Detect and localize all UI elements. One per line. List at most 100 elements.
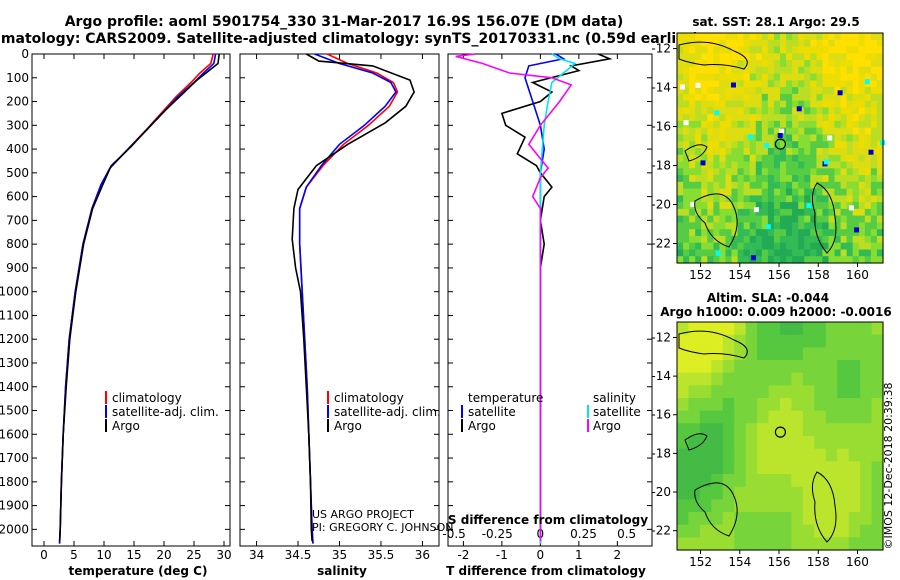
heatmap-cell: [737, 229, 745, 237]
heatmap-cell: [688, 436, 701, 450]
heatmap-cell: [695, 222, 702, 230]
heatmap-cell: [846, 73, 854, 81]
heatmap-cell: [701, 222, 708, 230]
heatmap-cell: [695, 53, 702, 61]
heatmap-cell: [828, 168, 836, 176]
heatmap-cell: [713, 141, 721, 149]
heatmap-cell: [780, 222, 787, 230]
heatmap-cell: [767, 87, 775, 95]
heatmap-cell: [725, 141, 733, 149]
heatmap-cell: [719, 154, 727, 163]
heatmap-cell: [858, 73, 866, 81]
heatmap-cell: [755, 195, 763, 203]
heatmap-cell: [731, 33, 739, 41]
heatmap-cell: [791, 436, 804, 450]
heatmap-cell: [701, 256, 708, 264]
heatmap-cell: [846, 53, 854, 61]
heatmap-cell: [792, 161, 799, 169]
heatmap-cell: [858, 249, 866, 257]
heatmap-cell: [737, 100, 745, 108]
heatmap-cell: [683, 87, 690, 95]
heatmap-cell: [699, 360, 712, 374]
heatmap-cell: [798, 33, 805, 41]
heatmap-cell: [816, 87, 824, 95]
heatmap-cell: [749, 134, 757, 142]
heatmap-cell: [719, 114, 727, 122]
heatmap-cell: [695, 168, 702, 176]
heatmap-cell: [798, 134, 805, 142]
heatmap-cell: [876, 73, 884, 81]
heatmap-cell: [837, 499, 850, 513]
heatmap-cell: [695, 107, 702, 115]
heatmap-cell: [689, 148, 696, 156]
heatmap-cell: [711, 474, 724, 488]
heatmap-cell: [870, 134, 878, 142]
heatmap-cell: [876, 80, 884, 88]
heatmap-cell: [816, 168, 824, 176]
heatmap-cell: [764, 143, 770, 148]
heatmap-cell: [757, 537, 770, 551]
heatmap-cell: [711, 512, 724, 526]
heatmap-cell: [814, 512, 827, 526]
heatmap-cell: [731, 202, 739, 210]
heatmap-cell: [780, 33, 787, 41]
heatmap-cell: [780, 73, 787, 81]
heatmap-cell: [713, 188, 721, 196]
heatmap-cell: [840, 175, 848, 183]
heatmap-cell: [798, 181, 805, 190]
heatmap-cell: [767, 154, 775, 163]
heatmap-cell: [792, 107, 799, 115]
heatmap-cell: [767, 134, 775, 142]
heatmap-cell: [755, 134, 763, 142]
heatmap-cell: [713, 256, 721, 264]
heatmap-cell: [798, 53, 805, 61]
heatmap-cell: [816, 249, 824, 257]
heatmap-cell: [707, 66, 714, 75]
heatmap-cell: [852, 33, 860, 41]
heatmap-cell: [677, 66, 684, 75]
heatmap-cell: [734, 448, 747, 462]
heatmap-cell: [810, 175, 817, 183]
heatmap-cell: [848, 347, 861, 361]
heatmap-cell: [858, 87, 866, 95]
heatmap-cell: [846, 33, 854, 41]
heatmap-cell: [734, 423, 747, 437]
heatmap-cell: [722, 474, 735, 488]
heatmap-cell: [713, 80, 721, 88]
heatmap-cell: [773, 168, 781, 176]
heatmap-cell: [757, 423, 770, 437]
heatmap-cell: [870, 73, 878, 81]
heatmap-cell: [792, 256, 799, 264]
heatmap-cell: [767, 73, 775, 81]
heatmap-cell: [876, 134, 884, 142]
heatmap-cell: [689, 154, 696, 163]
heatmap-cell: [834, 46, 842, 54]
heatmap-cell: [689, 107, 696, 115]
heatmap-cell: [695, 46, 702, 54]
heatmap-cell: [767, 114, 775, 122]
heatmap-cell: [707, 235, 714, 244]
heatmap-cell: [858, 215, 866, 223]
heatmap-cell: [870, 175, 878, 183]
heatmap-cell: [689, 175, 696, 183]
heatmap-cell: [683, 188, 690, 196]
heatmap-cell: [755, 107, 763, 115]
heatmap-cell: [707, 256, 714, 264]
heatmap-cell: [864, 114, 872, 122]
heatmap-cell: [876, 114, 884, 122]
heatmap-cell: [828, 87, 836, 95]
x-tick-label: 152: [689, 555, 712, 569]
heatmap-cell: [792, 53, 799, 61]
heatmap-cell: [773, 256, 781, 264]
heatmap-cell: [780, 188, 787, 196]
heatmap-cell: [837, 423, 850, 437]
heatmap-cell: [834, 107, 842, 115]
heatmap-cell: [780, 154, 787, 163]
heatmap-cell: [737, 87, 745, 95]
heatmap-cell: [825, 461, 838, 475]
x-tick-label: 35: [332, 548, 347, 562]
heatmap-cell: [876, 60, 884, 68]
x-tick-label: 30: [216, 548, 231, 562]
heatmap-cell: [743, 195, 751, 203]
heatmap-cell: [837, 334, 850, 348]
